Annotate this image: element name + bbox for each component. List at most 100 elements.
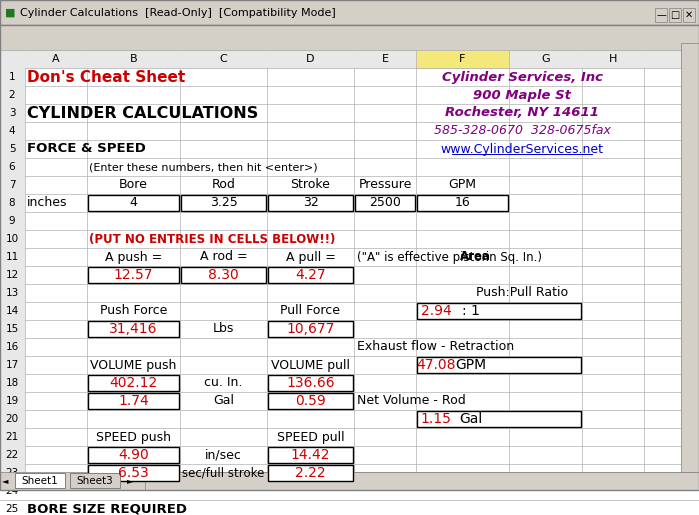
Text: 585-328-0670  328-0675fax: 585-328-0670 328-0675fax (434, 125, 611, 138)
Text: Sheet1: Sheet1 (22, 475, 59, 486)
FancyBboxPatch shape (88, 195, 179, 211)
Text: ►: ► (127, 476, 134, 485)
FancyBboxPatch shape (683, 8, 695, 22)
FancyBboxPatch shape (88, 393, 179, 409)
FancyBboxPatch shape (655, 8, 667, 22)
Text: Push Force: Push Force (100, 304, 167, 318)
Text: 9: 9 (8, 216, 15, 226)
Text: B: B (130, 54, 137, 64)
Text: SPEED pull: SPEED pull (277, 431, 345, 443)
Text: BORE SIZE REQUIRED: BORE SIZE REQUIRED (27, 503, 187, 515)
FancyBboxPatch shape (0, 25, 699, 50)
FancyBboxPatch shape (268, 393, 353, 409)
FancyBboxPatch shape (181, 195, 266, 211)
Text: 1: 1 (8, 72, 15, 82)
FancyBboxPatch shape (268, 375, 353, 391)
FancyBboxPatch shape (70, 473, 120, 488)
Text: 136.66: 136.66 (286, 376, 335, 390)
Text: 25: 25 (6, 504, 19, 514)
Text: Bore: Bore (119, 179, 148, 192)
Text: Gal: Gal (213, 394, 234, 407)
Text: G: G (541, 54, 550, 64)
Text: 2500: 2500 (369, 197, 401, 210)
Text: 24: 24 (6, 486, 19, 496)
Text: C: C (219, 54, 227, 64)
Text: 8.30: 8.30 (208, 268, 239, 282)
Text: 6.53: 6.53 (118, 466, 149, 480)
FancyBboxPatch shape (268, 465, 353, 481)
FancyBboxPatch shape (0, 25, 699, 490)
Text: Don's Cheat Sheet: Don's Cheat Sheet (27, 70, 185, 84)
Text: www.CylinderServices.net: www.CylinderServices.net (441, 143, 604, 156)
Text: 6: 6 (8, 162, 15, 172)
Text: 402.12: 402.12 (109, 376, 158, 390)
Text: Cylinder Calculations  [Read-Only]  [Compatibility Mode]: Cylinder Calculations [Read-Only] [Compa… (20, 8, 336, 18)
Text: in Sq. In.): in Sq. In.) (482, 250, 542, 264)
FancyBboxPatch shape (417, 411, 581, 427)
Text: Sheet3: Sheet3 (77, 475, 113, 486)
Text: 47.08: 47.08 (416, 358, 456, 372)
Text: H: H (609, 54, 617, 64)
Text: FORCE & SPEED: FORCE & SPEED (27, 143, 146, 156)
FancyBboxPatch shape (88, 267, 179, 283)
Text: 0.59: 0.59 (295, 394, 326, 408)
Text: 19: 19 (6, 396, 19, 406)
FancyBboxPatch shape (181, 267, 266, 283)
Text: 23: 23 (6, 468, 19, 478)
FancyBboxPatch shape (0, 68, 25, 490)
Text: □: □ (670, 10, 679, 20)
Text: GPM: GPM (456, 358, 487, 372)
Text: A pull =: A pull = (286, 250, 336, 264)
FancyBboxPatch shape (681, 43, 699, 472)
FancyBboxPatch shape (0, 50, 699, 68)
Text: ◄: ◄ (2, 476, 8, 485)
Text: A: A (52, 54, 60, 64)
Text: 5: 5 (8, 144, 15, 154)
Text: 18: 18 (6, 378, 19, 388)
FancyBboxPatch shape (268, 321, 353, 337)
Text: in/sec: in/sec (205, 449, 242, 461)
FancyBboxPatch shape (417, 357, 581, 373)
Text: 12.57: 12.57 (114, 268, 153, 282)
Text: 20: 20 (6, 414, 19, 424)
Text: Area: Area (460, 250, 491, 264)
Text: : 1: : 1 (462, 304, 480, 318)
Text: 3: 3 (8, 108, 15, 118)
Text: 900 Maple St: 900 Maple St (473, 89, 571, 101)
Text: Gal: Gal (459, 412, 482, 426)
Text: cu. In.: cu. In. (204, 376, 243, 389)
FancyBboxPatch shape (417, 303, 581, 319)
Text: 3.25: 3.25 (210, 197, 238, 210)
Text: GPM: GPM (449, 179, 477, 192)
Text: SPEED push: SPEED push (96, 431, 171, 443)
FancyBboxPatch shape (669, 8, 681, 22)
Text: 2.94: 2.94 (421, 304, 452, 318)
Text: A rod =: A rod = (200, 250, 247, 264)
Text: 1.15: 1.15 (421, 412, 452, 426)
Text: E: E (382, 54, 389, 64)
Text: Pressure: Pressure (359, 179, 412, 192)
FancyBboxPatch shape (0, 0, 699, 25)
Text: ✕: ✕ (685, 10, 693, 20)
Text: CYLINDER CALCULATIONS: CYLINDER CALCULATIONS (27, 106, 258, 121)
Text: 31,416: 31,416 (109, 322, 158, 336)
Text: 4: 4 (129, 197, 138, 210)
Text: 1.74: 1.74 (118, 394, 149, 408)
Text: Net Volume - Rod: Net Volume - Rod (357, 394, 466, 407)
Text: 10,677: 10,677 (287, 322, 335, 336)
FancyBboxPatch shape (268, 447, 353, 463)
Text: Stroke: Stroke (291, 179, 331, 192)
Text: D: D (306, 54, 315, 64)
FancyBboxPatch shape (88, 321, 179, 337)
Text: Rod: Rod (212, 179, 236, 192)
Text: ("A" is effective piston: ("A" is effective piston (357, 250, 493, 264)
Text: VOLUME push: VOLUME push (90, 358, 177, 371)
Text: A push =: A push = (105, 250, 162, 264)
Text: 10: 10 (6, 234, 19, 244)
FancyBboxPatch shape (145, 472, 699, 490)
Text: 22: 22 (6, 450, 19, 460)
Text: 4.90: 4.90 (118, 448, 149, 462)
Text: 14.42: 14.42 (291, 448, 330, 462)
FancyBboxPatch shape (416, 50, 509, 68)
Text: F: F (459, 54, 466, 64)
